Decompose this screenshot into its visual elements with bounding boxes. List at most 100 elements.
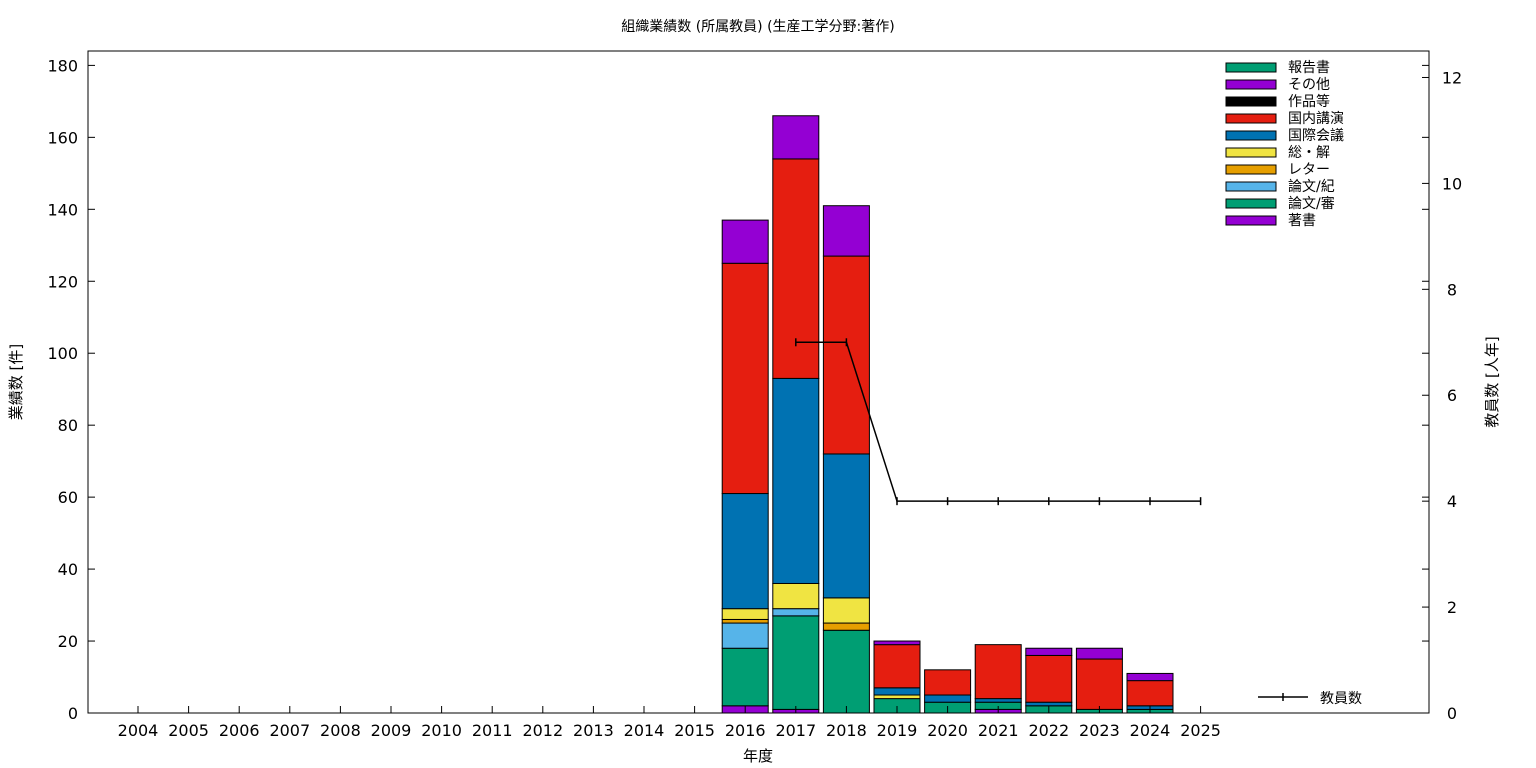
- y-tick-label: 20: [58, 632, 78, 651]
- bar-segment: [721, 262, 769, 495]
- bar-segment: [772, 582, 820, 610]
- legend-swatch: [1225, 215, 1277, 226]
- bar-segment: [1075, 647, 1123, 660]
- bar-segment: [721, 493, 769, 610]
- legend-label: 論文/紀: [1288, 179, 1335, 195]
- y2-axis: 0 2 4 6 8 10 12: [1422, 68, 1462, 723]
- x-tick-label: 2009: [371, 721, 412, 740]
- y2-tick-label: 4: [1447, 492, 1457, 511]
- bar-segment: [1025, 701, 1073, 707]
- bar-segment: [822, 255, 870, 455]
- x-axis: 2004 2005 2006 2007 2008 2009 2010 2011 2012 2013…: [118, 706, 1221, 740]
- x-tick-label: 2007: [269, 721, 310, 740]
- y2-tick-label: 8: [1447, 280, 1457, 299]
- x-tick-label: 2013: [573, 721, 614, 740]
- plot-frame: [87, 50, 1430, 714]
- y-tick-label: 100: [47, 344, 78, 363]
- bar-segment: [1126, 672, 1174, 682]
- x-tick-label: 2018: [826, 721, 867, 740]
- y-tick-label: 40: [58, 560, 78, 579]
- legend-swatch: [1225, 96, 1277, 107]
- bar-segment: [873, 694, 921, 700]
- x-axis-label: 年度: [743, 747, 773, 765]
- legend-label: 作品等: [1288, 93, 1330, 110]
- y2-axis-label: 教員数 [人年]: [1483, 336, 1501, 427]
- y-axis: 0 20 40 60 80 100 120 140 160 180: [47, 56, 1429, 723]
- line-legend-label: 教員数: [1320, 691, 1362, 707]
- legend-swatch: [1225, 164, 1277, 175]
- bar-segment: [772, 115, 820, 160]
- legend-label: レター: [1288, 162, 1330, 178]
- bar-segment: [873, 644, 921, 689]
- bars-layer: [721, 115, 1174, 714]
- x-tick-label: 2008: [320, 721, 361, 740]
- legend-label: 著書: [1288, 213, 1316, 229]
- x-tick-label: 2015: [674, 721, 715, 740]
- y-tick-label: 140: [47, 200, 78, 219]
- bar-segment: [1025, 654, 1073, 703]
- legend-label: その他: [1288, 77, 1330, 93]
- legend-swatch: [1225, 147, 1277, 158]
- bar-segment: [721, 608, 769, 620]
- bar-segment: [772, 377, 820, 584]
- line-legend: 教員数: [1258, 691, 1362, 707]
- x-tick-label: 2010: [421, 721, 462, 740]
- x-tick-label: 2005: [168, 721, 209, 740]
- x-tick-label: 2012: [522, 721, 563, 740]
- x-tick-label: 2023: [1079, 721, 1120, 740]
- y2-tick-label: 12: [1442, 68, 1462, 87]
- line-layer: [795, 338, 1202, 506]
- y2-tick-label: 10: [1442, 174, 1462, 193]
- bar-segment: [1025, 647, 1073, 656]
- chart-title: 組織業績数 (所属教員) (生産工学分野:著作): [621, 19, 894, 35]
- legend-swatch: [1225, 79, 1277, 90]
- x-tick-label: 2019: [877, 721, 918, 740]
- legend-label: 報告書: [1288, 60, 1330, 76]
- bar-segment: [873, 640, 921, 646]
- bar-segment: [924, 694, 972, 703]
- x-tick-label: 2022: [1028, 721, 1069, 740]
- legend-swatch: [1225, 62, 1277, 73]
- bar-segment: [822, 205, 870, 257]
- bar-segment: [1126, 680, 1174, 707]
- y2-tick-label: 2: [1447, 598, 1457, 617]
- bar-segment: [822, 453, 870, 599]
- x-tick-label: 2017: [775, 721, 816, 740]
- y2-tick-label: 0: [1447, 704, 1457, 723]
- x-tick-label: 2006: [219, 721, 260, 740]
- bar-segment: [873, 687, 921, 696]
- y-tick-label: 80: [58, 416, 78, 435]
- bar-segment: [721, 618, 769, 624]
- y-tick-label: 120: [47, 272, 78, 291]
- y-tick-label: 0: [68, 704, 78, 723]
- x-tick-label: 2014: [624, 721, 665, 740]
- bar-segment: [721, 647, 769, 707]
- bar-segment: [772, 608, 820, 617]
- bar-segment: [822, 597, 870, 624]
- legend-label: 国際会議: [1288, 127, 1344, 144]
- bar-segment: [772, 615, 820, 710]
- y-tick-label: 160: [47, 128, 78, 147]
- legend-swatch: [1225, 181, 1277, 192]
- bar-segment: [822, 629, 870, 714]
- x-tick-label: 2004: [118, 721, 159, 740]
- legend-label: 国内講演: [1288, 111, 1344, 127]
- y-tick-label: 180: [47, 56, 78, 75]
- legend-swatch: [1225, 113, 1277, 124]
- bar-segment: [721, 622, 769, 649]
- bar-segment: [974, 698, 1022, 703]
- y-axis-label: 業績数 [件]: [7, 344, 25, 420]
- bar-segment: [822, 622, 870, 631]
- x-tick-label: 2016: [725, 721, 766, 740]
- legend-label: 総・解: [1288, 145, 1330, 161]
- bar-segment: [1075, 658, 1123, 710]
- legend-label: 論文/審: [1288, 196, 1335, 212]
- x-tick-label: 2021: [978, 721, 1019, 740]
- y2-tick-label: 6: [1447, 386, 1457, 405]
- x-tick-label: 2011: [472, 721, 513, 740]
- x-tick-label: 2025: [1180, 721, 1221, 740]
- bar-segment: [721, 219, 769, 264]
- y-tick-label: 60: [58, 488, 78, 507]
